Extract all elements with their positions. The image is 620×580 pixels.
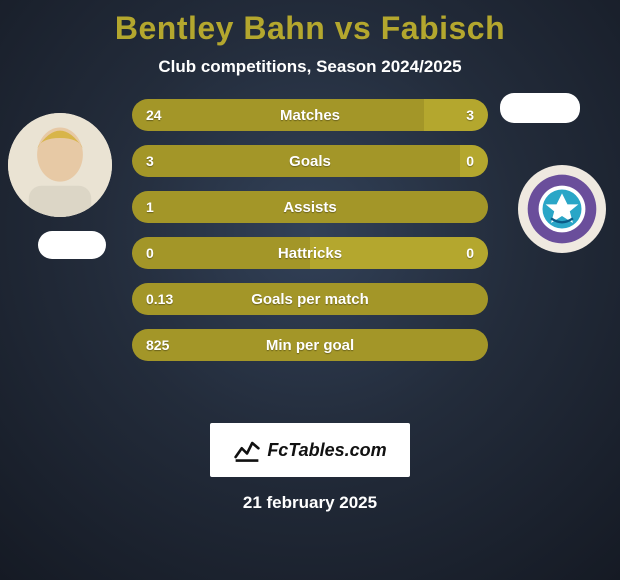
stat-left-segment: 825 (132, 329, 488, 361)
player-right-crest (518, 165, 606, 253)
avatar-placeholder-icon (8, 113, 112, 217)
stat-row-goals: 30Goals (132, 145, 488, 177)
stat-left-segment: 0.13 (132, 283, 488, 315)
stat-row-goals-per-match: 0.13Goals per match (132, 283, 488, 315)
stat-left-value: 3 (146, 153, 154, 169)
stat-left-segment: 3 (132, 145, 460, 177)
stat-left-segment: 0 (132, 237, 310, 269)
player-left-avatar (8, 113, 112, 217)
stat-left-value: 0 (146, 245, 154, 261)
stat-right-value: 0 (466, 153, 474, 169)
player-right-flag (500, 93, 580, 123)
stat-right-value: 3 (466, 107, 474, 123)
stat-left-value: 24 (146, 107, 162, 123)
stat-right-segment: 3 (424, 99, 488, 131)
comparison-stage: 243Matches30Goals1Assists00Hattricks0.13… (0, 105, 620, 405)
page-subtitle: Club competitions, Season 2024/2025 (0, 57, 620, 77)
stat-row-min-per-goal: 825Min per goal (132, 329, 488, 361)
stat-row-hattricks: 00Hattricks (132, 237, 488, 269)
stat-left-value: 825 (146, 337, 169, 353)
stat-row-assists: 1Assists (132, 191, 488, 223)
stat-right-value: 0 (466, 245, 474, 261)
stat-left-value: 0.13 (146, 291, 173, 307)
stat-right-segment: 0 (310, 237, 488, 269)
stat-left-segment: 1 (132, 191, 488, 223)
stat-left-value: 1 (146, 199, 154, 215)
stat-right-segment: 0 (460, 145, 488, 177)
footer-date: 21 february 2025 (0, 493, 620, 513)
page-title: Bentley Bahn vs Fabisch (0, 0, 620, 47)
club-crest-icon (523, 170, 601, 248)
player-left-flag (38, 231, 106, 259)
branding-badge: FcTables.com (210, 423, 410, 477)
stat-row-matches: 243Matches (132, 99, 488, 131)
stat-left-segment: 24 (132, 99, 424, 131)
comparison-bars: 243Matches30Goals1Assists00Hattricks0.13… (132, 99, 488, 361)
branding-text: FcTables.com (267, 440, 386, 461)
chart-icon (233, 436, 261, 464)
